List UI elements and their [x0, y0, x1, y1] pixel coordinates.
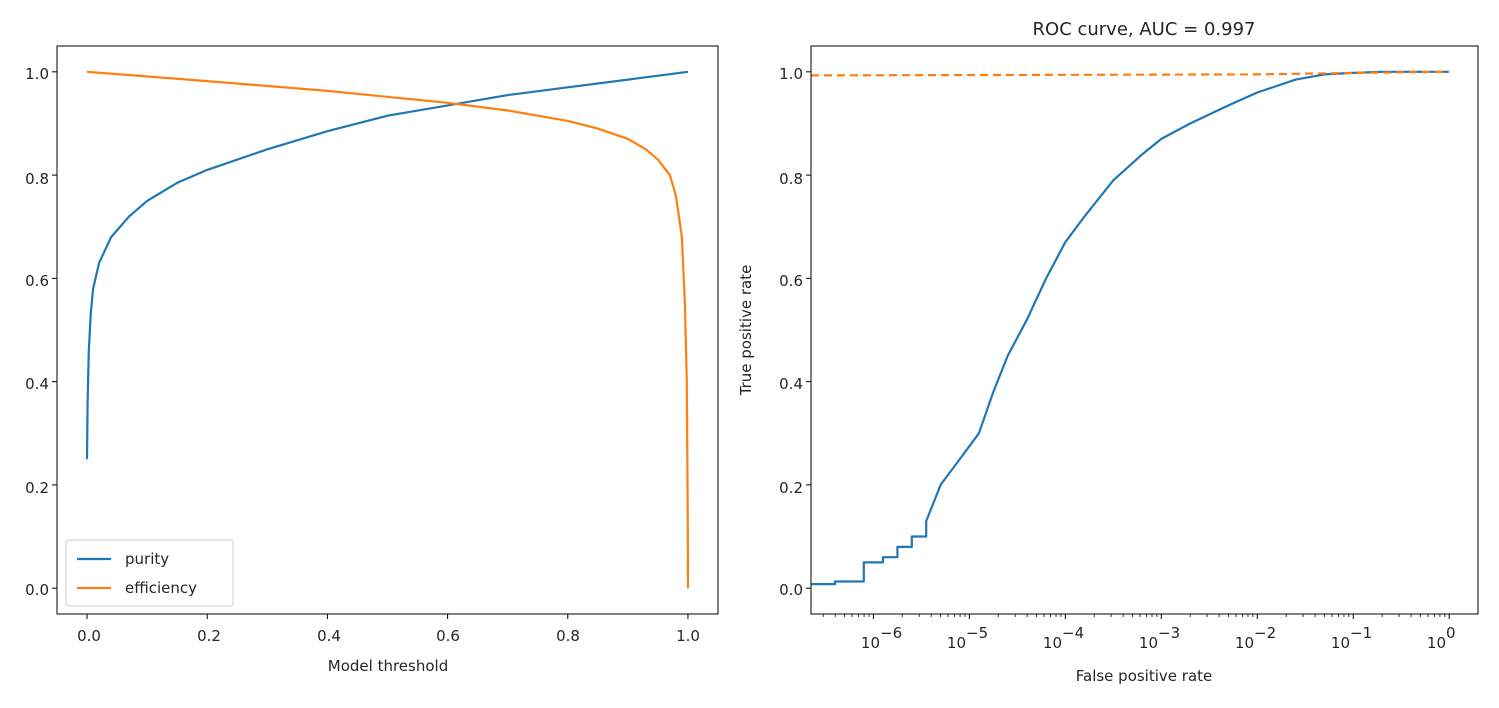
legend-label-purity: purity [125, 550, 169, 568]
right-ytick-label: 0.4 [779, 375, 803, 393]
left-xtick-label: 0.8 [556, 627, 580, 645]
legend-box [65, 539, 234, 607]
left-ytick-label: 0.2 [25, 479, 49, 497]
right-ytick-label: 0.8 [779, 170, 803, 188]
left-xtick-label: 0.6 [436, 627, 460, 645]
left-xtick-label: 0.0 [77, 627, 101, 645]
xtick-exponent: −5 [966, 624, 988, 642]
right-xtick-label: 10 0 [1427, 624, 1456, 652]
left-ytick-label: 1.0 [25, 65, 49, 83]
left-chart: 0.0 0.2 0.4 0.6 0.8 1.0 0.0 0.2 0.4 0.6 … [25, 45, 719, 675]
xtick-base: 10 [1043, 634, 1062, 652]
xtick-exponent: −3 [1158, 624, 1180, 642]
right-ytick-label: 0.2 [779, 479, 803, 497]
left-xtick-label: 1.0 [676, 627, 700, 645]
left-ticks [52, 71, 689, 619]
legend: purity efficiency [65, 539, 234, 607]
right-ytick-label: 0.0 [779, 581, 803, 599]
right-axes-frame [810, 45, 1479, 615]
left-series-group [85, 70, 690, 589]
left-ytick-label: 0.0 [25, 581, 49, 599]
right-ytick-label: 1.0 [779, 65, 803, 83]
xtick-base: 10 [1235, 634, 1254, 652]
xtick-exponent: −1 [1350, 624, 1372, 642]
left-xtick-label: 0.4 [317, 627, 341, 645]
right-chart-title: ROC curve, AUC = 0.997 [1033, 19, 1256, 40]
left-ytick-label: 0.4 [25, 375, 49, 393]
xtick-exponent: 0 [1446, 624, 1456, 642]
xtick-exponent: −2 [1254, 624, 1276, 642]
right-xtick-label: 10 −6 [861, 624, 902, 652]
xtick-exponent: −4 [1062, 624, 1084, 642]
left-axes-frame [56, 45, 719, 615]
xtick-base: 10 [1331, 634, 1350, 652]
series-line-reference [810, 70, 1450, 77]
xtick-base: 10 [947, 634, 966, 652]
right-xtick-label: 10 −2 [1235, 624, 1276, 652]
xtick-exponent: −6 [880, 624, 902, 642]
right-x-axis-label: False positive rate [1076, 667, 1213, 685]
right-chart: ROC curve, AUC = 0.997 0.0 0.2 0.4 0.6 0… [737, 19, 1479, 685]
left-plot-area [57, 46, 718, 614]
series-line-ROC [811, 70, 1450, 586]
right-xtick-label: 10 −5 [947, 624, 988, 652]
xtick-base: 10 [861, 634, 880, 652]
series-line-efficiency [86, 70, 690, 589]
xtick-base: 10 [1139, 634, 1158, 652]
series-line-purity [85, 70, 689, 460]
right-y-axis-label: True positive rate [737, 265, 755, 397]
right-xtick-label: 10 −3 [1139, 624, 1180, 652]
right-xtick-label: 10 −1 [1331, 624, 1372, 652]
right-series-group [810, 70, 1450, 586]
left-xtick-label: 0.2 [197, 627, 221, 645]
left-ytick-label: 0.8 [25, 170, 49, 188]
right-ytick-label: 0.6 [779, 272, 803, 290]
right-xtick-label: 10 −4 [1043, 624, 1084, 652]
xtick-base: 10 [1427, 634, 1446, 652]
legend-label-efficiency: efficiency [125, 579, 197, 597]
right-plot-area [811, 46, 1478, 614]
left-ytick-label: 0.6 [25, 272, 49, 290]
left-x-axis-label: Model threshold [328, 657, 448, 675]
